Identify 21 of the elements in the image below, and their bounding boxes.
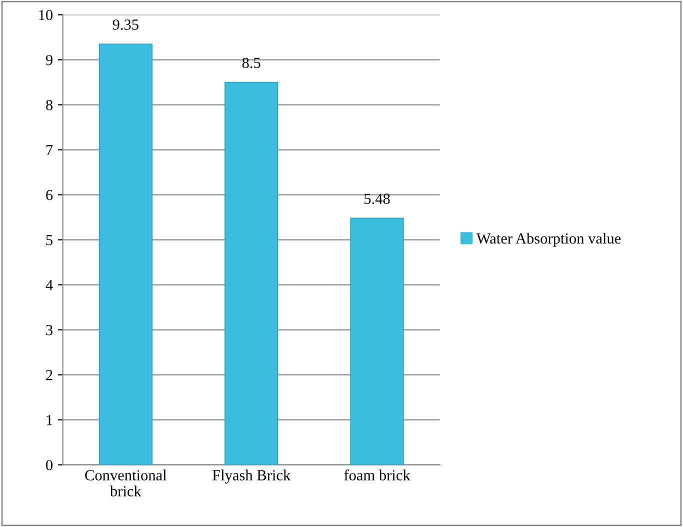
bar	[98, 44, 152, 465]
y-tick-label: 0	[46, 460, 53, 470]
y-tick-label: 4	[46, 280, 53, 290]
data-label: 8.5	[242, 58, 260, 68]
bar	[350, 218, 404, 465]
data-label: 9.35	[112, 20, 138, 30]
legend-label: Water Absorption value	[476, 232, 621, 247]
y-tick-label: 7	[46, 145, 53, 156]
x-tick-label: Flyash Brick	[212, 470, 291, 484]
y-tick-label: 9	[46, 54, 52, 66]
y-tick-label: 8	[46, 100, 53, 110]
y-tick-label: 5	[46, 235, 53, 246]
y-tick-label: 3	[46, 324, 53, 336]
y-tick-label: 6	[46, 190, 53, 200]
data-label: 5.48	[364, 194, 390, 204]
y-tick-label: 1	[46, 415, 52, 426]
x-tick-label: foam brick	[344, 470, 410, 480]
x-tick-label: Conventional brick	[85, 470, 167, 496]
bar	[224, 82, 278, 465]
y-tick-label: 10	[39, 10, 53, 20]
y-tick-label: 2	[46, 370, 52, 380]
